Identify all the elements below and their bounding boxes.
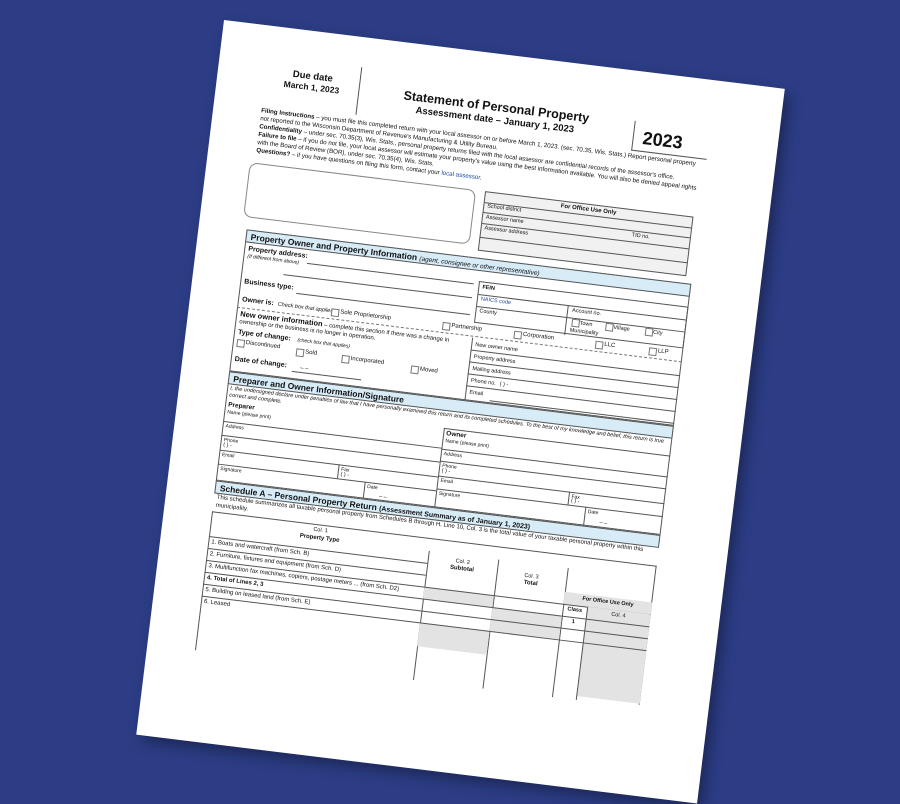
tid-label: TID no. [631, 232, 651, 241]
discontinued-checkbox[interactable] [236, 338, 246, 348]
moved-checkbox[interactable] [410, 365, 420, 375]
date-of-change-mask: _ _ [300, 362, 310, 370]
village-label: Village [613, 324, 631, 333]
sold-label: Sold [304, 349, 318, 357]
owner-fax-mask: ( ) - [570, 497, 580, 505]
sole-proprietorship-checkbox[interactable] [330, 308, 340, 318]
owner-phone-mask: ( ) - [441, 467, 451, 475]
town-label: Town [579, 320, 593, 329]
llp-label: LLP [657, 348, 669, 356]
county-label: County [479, 308, 498, 317]
phone-no-mask: ( ) - [499, 381, 509, 389]
fein-label: FEIN [481, 284, 496, 292]
form-year: 2023 [641, 127, 684, 153]
instruction-text: . [479, 174, 483, 182]
school-district-label: School district [486, 203, 522, 214]
llc-label: LLC [603, 341, 616, 350]
preparer-phone-mask: ( ) - [222, 442, 233, 450]
city-label: City [652, 329, 663, 337]
partnership-checkbox[interactable] [441, 321, 451, 331]
divider [564, 305, 569, 335]
preparer-date-mask: _ _ [378, 491, 388, 499]
preparer-fax-mask: ( ) - [340, 471, 350, 479]
llp-checkbox[interactable] [648, 347, 658, 357]
divider [480, 236, 687, 264]
corporation-checkbox[interactable] [513, 330, 523, 340]
owner-date-mask: _ _ [599, 517, 608, 525]
llc-checkbox[interactable] [594, 340, 604, 350]
form-document: Due date March 1, 2023 Statement of Pers… [136, 20, 785, 804]
divider [482, 222, 689, 250]
sold-checkbox[interactable] [295, 348, 305, 358]
preparer-date-label: Date [366, 483, 379, 492]
incorporated-checkbox[interactable] [341, 354, 351, 364]
owner-date-label: Date [587, 509, 599, 517]
